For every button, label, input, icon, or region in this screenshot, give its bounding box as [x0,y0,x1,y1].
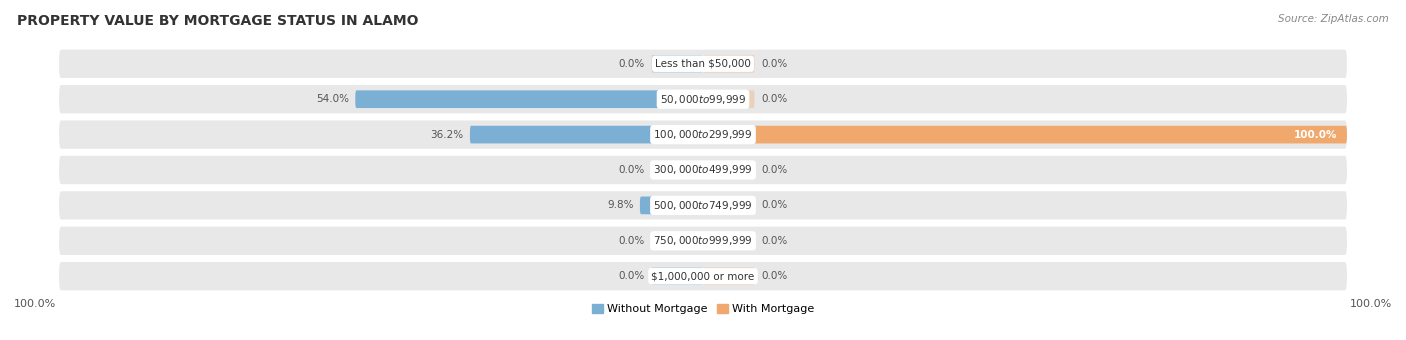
FancyBboxPatch shape [59,85,1347,113]
Text: Less than $50,000: Less than $50,000 [655,59,751,69]
Text: $1,000,000 or more: $1,000,000 or more [651,271,755,281]
Text: $50,000 to $99,999: $50,000 to $99,999 [659,93,747,106]
Text: Source: ZipAtlas.com: Source: ZipAtlas.com [1278,14,1389,23]
Text: 100.0%: 100.0% [14,299,56,309]
FancyBboxPatch shape [651,232,703,250]
Legend: Without Mortgage, With Mortgage: Without Mortgage, With Mortgage [592,304,814,314]
FancyBboxPatch shape [59,227,1347,255]
FancyBboxPatch shape [703,55,755,73]
Text: 100.0%: 100.0% [1294,130,1337,140]
Text: 9.8%: 9.8% [607,200,634,210]
FancyBboxPatch shape [703,126,1347,143]
FancyBboxPatch shape [651,267,703,285]
FancyBboxPatch shape [59,50,1347,78]
Text: 0.0%: 0.0% [619,59,645,69]
FancyBboxPatch shape [651,161,703,179]
Text: 0.0%: 0.0% [619,236,645,246]
FancyBboxPatch shape [703,232,755,250]
Text: $500,000 to $749,999: $500,000 to $749,999 [654,199,752,212]
FancyBboxPatch shape [356,90,703,108]
Text: PROPERTY VALUE BY MORTGAGE STATUS IN ALAMO: PROPERTY VALUE BY MORTGAGE STATUS IN ALA… [17,14,419,28]
FancyBboxPatch shape [59,191,1347,220]
Text: 36.2%: 36.2% [430,130,464,140]
FancyBboxPatch shape [703,90,755,108]
FancyBboxPatch shape [59,120,1347,149]
FancyBboxPatch shape [703,161,755,179]
FancyBboxPatch shape [703,197,755,214]
Text: 0.0%: 0.0% [761,200,787,210]
Text: 54.0%: 54.0% [316,94,349,104]
FancyBboxPatch shape [703,267,755,285]
FancyBboxPatch shape [59,156,1347,184]
Text: 0.0%: 0.0% [761,59,787,69]
Text: 0.0%: 0.0% [619,271,645,281]
Text: $750,000 to $999,999: $750,000 to $999,999 [654,234,752,247]
Text: $300,000 to $499,999: $300,000 to $499,999 [654,164,752,176]
Text: 0.0%: 0.0% [619,165,645,175]
Text: 0.0%: 0.0% [761,94,787,104]
Text: 0.0%: 0.0% [761,271,787,281]
Text: 0.0%: 0.0% [761,165,787,175]
FancyBboxPatch shape [59,262,1347,290]
FancyBboxPatch shape [470,126,703,143]
FancyBboxPatch shape [640,197,703,214]
FancyBboxPatch shape [651,55,703,73]
Text: 100.0%: 100.0% [1350,299,1392,309]
Text: 0.0%: 0.0% [761,236,787,246]
Text: $100,000 to $299,999: $100,000 to $299,999 [654,128,752,141]
